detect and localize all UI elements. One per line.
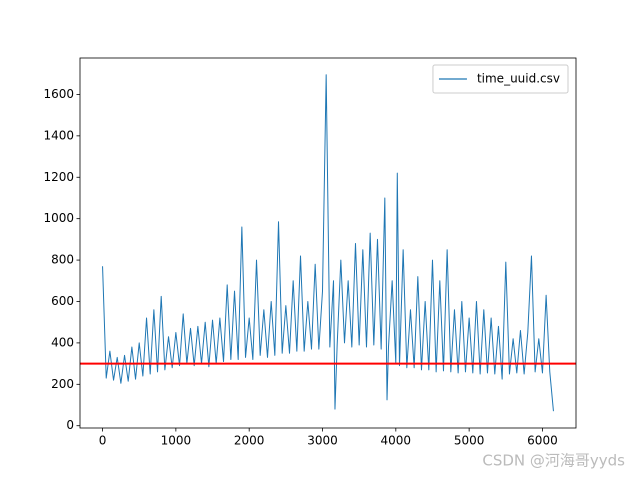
x-tick-label: 6000 xyxy=(527,434,558,448)
x-tick-label: 1000 xyxy=(161,434,192,448)
y-tick-label: 400 xyxy=(51,335,74,349)
legend-label: time_uuid.csv xyxy=(477,72,560,86)
y-tick-label: 200 xyxy=(51,377,74,391)
watermark: CSDN @河海哥yyds xyxy=(482,452,625,470)
legend-box xyxy=(432,64,569,94)
y-tick-label: 1600 xyxy=(43,87,74,101)
y-tick-label: 1400 xyxy=(43,128,74,142)
y-tick-label: 1000 xyxy=(43,211,74,225)
y-tick-label: 600 xyxy=(51,294,74,308)
series-line xyxy=(102,74,554,412)
x-tick-label: 4000 xyxy=(381,434,412,448)
axes-frame xyxy=(79,57,577,429)
legend: time_uuid.csv xyxy=(432,64,569,94)
y-tick-label: 0 xyxy=(66,418,74,432)
x-tick-label: 3000 xyxy=(307,434,338,448)
y-tick-label: 800 xyxy=(51,253,74,267)
x-tick-label: 5000 xyxy=(454,434,485,448)
x-tick-label: 2000 xyxy=(234,434,265,448)
y-tick-label: 1200 xyxy=(43,170,74,184)
x-tick-label: 0 xyxy=(99,434,107,448)
plot-area xyxy=(80,74,576,412)
